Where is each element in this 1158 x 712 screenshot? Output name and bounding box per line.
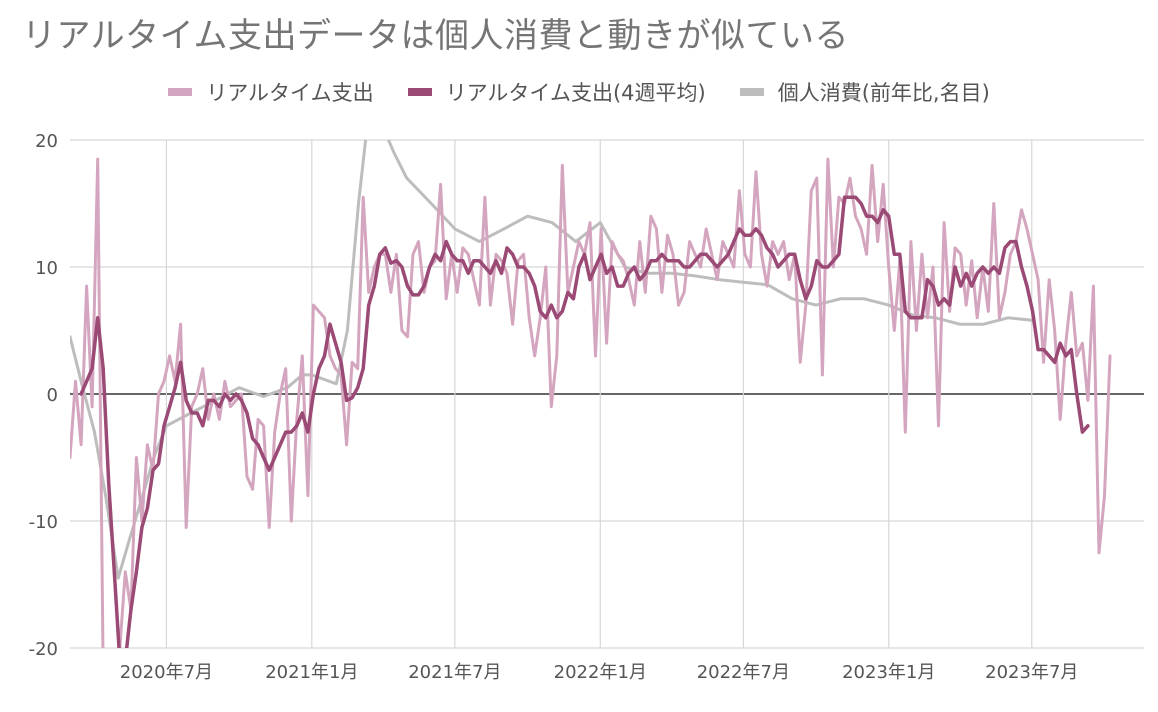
y-tick-label: -10 [29, 512, 58, 533]
legend: リアルタイム支出 リアルタイム支出(4週平均) 個人消費(前年比,名目) [0, 78, 1158, 106]
x-axis-tick-labels: 2020年7月 2021年1月 2021年7月 2022年1月 2022年7月 2023年… [120, 662, 1079, 683]
legend-swatch-realtime-4wk [407, 88, 432, 96]
series-line-consumption [70, 140, 1034, 580]
series-group [70, 140, 1112, 648]
y-tick-label: 0 [47, 385, 58, 406]
x-tick-label: 2023年7月 [985, 662, 1078, 683]
y-tick-label: 20 [35, 131, 58, 152]
gridlines [70, 139, 1144, 649]
x-tick-label: 2022年7月 [697, 662, 790, 683]
series-line-realtime-4wk [79, 195, 1090, 648]
y-tick-label: -20 [29, 639, 58, 660]
legend-label-realtime-4wk: リアルタイム支出(4週平均) [445, 81, 706, 105]
x-tick-label: 2022年1月 [554, 662, 647, 683]
legend-label-realtime: リアルタイム支出 [206, 81, 374, 105]
x-tick-label: 2023年1月 [842, 662, 935, 683]
y-axis-tick-labels: 20 10 0 -10 -20 [29, 131, 58, 660]
legend-swatch-consumption [739, 88, 764, 96]
legend-item-consumption[interactable]: 個人消費(前年比,名目) [739, 77, 990, 107]
legend-item-realtime-4wk[interactable]: リアルタイム支出(4週平均) [407, 77, 706, 107]
legend-item-realtime[interactable]: リアルタイム支出 [168, 77, 374, 107]
legend-swatch-realtime [168, 88, 193, 96]
y-tick-label: 10 [35, 258, 58, 279]
x-tick-label: 2020年7月 [120, 662, 213, 683]
x-tick-label: 2021年1月 [265, 662, 358, 683]
legend-label-consumption: 個人消費(前年比,名目) [777, 81, 990, 105]
series-line-realtime [70, 157, 1112, 648]
chart-title: リアルタイム支出データは個人消費と動きが似ている [22, 16, 849, 56]
x-tick-label: 2021年7月 [408, 662, 501, 683]
